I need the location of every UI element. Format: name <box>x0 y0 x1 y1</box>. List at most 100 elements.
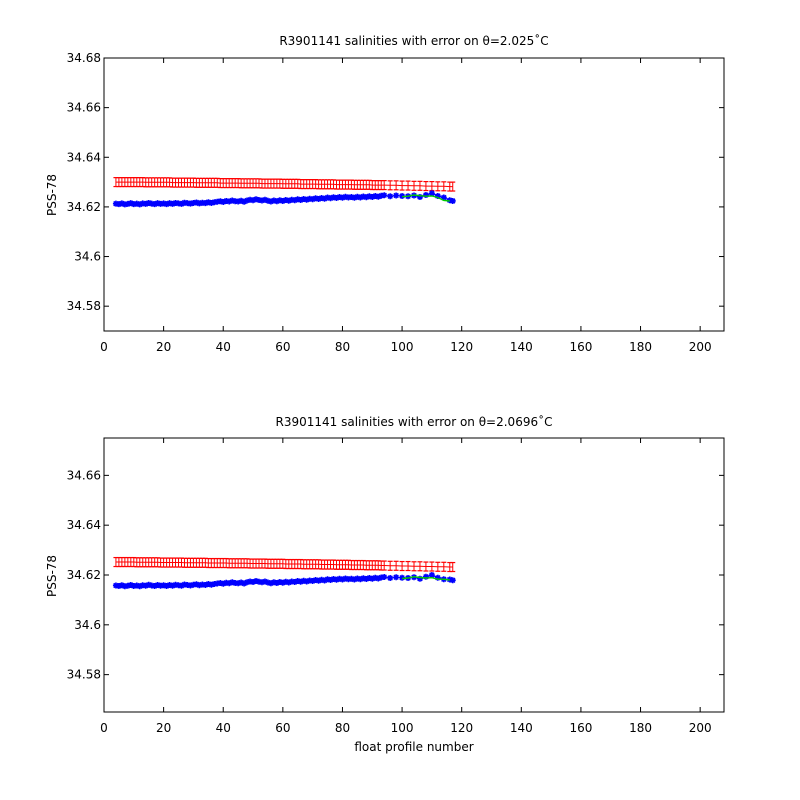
float-point <box>351 194 358 201</box>
float-point <box>285 197 292 204</box>
y-tick-label: 34.64 <box>67 150 101 164</box>
float-point <box>202 581 209 588</box>
float-point <box>127 200 134 207</box>
float-point <box>428 572 435 578</box>
x-tick-label: 100 <box>391 340 414 354</box>
float-point <box>169 200 176 207</box>
plot-title: R3901141 salinities with error on θ=2.06… <box>276 414 553 429</box>
float-point <box>261 196 268 203</box>
x-tick-label: 100 <box>391 721 414 735</box>
float-point <box>238 197 245 204</box>
float-point <box>163 582 170 589</box>
plot-title: R3901141 salinities with error on θ=2.02… <box>279 33 548 48</box>
float-point <box>321 195 328 202</box>
x-tick-label: 180 <box>629 340 652 354</box>
float-point <box>163 201 170 208</box>
float-point <box>193 581 200 588</box>
x-tick-label: 0 <box>100 340 108 354</box>
float-point <box>261 578 268 585</box>
x-tick-label: 200 <box>689 340 712 354</box>
x-tick-label: 140 <box>510 721 533 735</box>
float-point <box>297 578 304 585</box>
float-point <box>273 198 280 205</box>
float-point <box>333 194 340 201</box>
float-point <box>369 193 376 200</box>
float-point <box>357 194 364 201</box>
float-point <box>136 201 143 208</box>
float-point <box>127 581 134 588</box>
float-point <box>357 576 364 583</box>
x-tick-label: 60 <box>275 721 290 735</box>
float-point <box>136 583 143 590</box>
float-point <box>387 574 394 581</box>
x-tick-label: 40 <box>216 721 231 735</box>
x-tick-label: 20 <box>156 340 171 354</box>
float-point <box>178 582 185 589</box>
float-point <box>291 197 298 204</box>
float-point <box>178 200 185 207</box>
float-point <box>226 198 233 205</box>
float-point <box>118 582 125 589</box>
float-point <box>250 578 257 585</box>
float-point <box>279 579 286 586</box>
x-tick-label: 140 <box>510 340 533 354</box>
x-axis-title: float profile number <box>354 740 473 754</box>
float-point <box>267 198 274 205</box>
float-point <box>449 197 456 204</box>
y-axis-title: PSS-78 <box>45 555 59 597</box>
float-point <box>220 198 227 205</box>
float-point <box>327 576 334 583</box>
float-point <box>339 194 346 201</box>
float-point <box>416 575 423 582</box>
x-tick-label: 80 <box>335 340 350 354</box>
float-point <box>363 194 370 201</box>
x-tick-label: 200 <box>689 721 712 735</box>
y-axis-title: PSS-78 <box>45 174 59 216</box>
float-point <box>250 197 257 204</box>
float-point <box>321 577 328 584</box>
float-point <box>434 574 441 581</box>
float-point <box>440 194 447 201</box>
y-tick-label: 34.66 <box>67 101 101 115</box>
float-point <box>169 582 176 589</box>
subplot-top: R3901141 salinities with error on θ=2.02… <box>45 33 725 354</box>
float-point <box>202 200 209 207</box>
float-point <box>315 195 322 202</box>
float-point <box>428 190 435 197</box>
y-tick-label: 34.62 <box>67 568 101 582</box>
float-point <box>303 578 310 585</box>
calibrated-line <box>115 561 453 568</box>
y-tick-label: 34.66 <box>67 468 101 482</box>
x-tick-label: 20 <box>156 721 171 735</box>
float-point <box>226 580 233 587</box>
float-point <box>375 575 382 582</box>
float-point <box>297 196 304 203</box>
mapped-line <box>402 194 450 202</box>
float-point <box>279 197 286 204</box>
plot-area: 0 20 40 60 80 100 120 140 160 180 200 34.58 34.6 34.6… <box>67 437 725 735</box>
float-point <box>381 573 388 580</box>
float-point <box>393 574 400 581</box>
float-point <box>220 580 227 587</box>
float-point <box>238 579 245 586</box>
float-point <box>399 574 406 581</box>
float-point <box>273 579 280 586</box>
y-tick-label: 34.64 <box>67 518 101 532</box>
float-point <box>375 193 382 200</box>
y-tick-label: 34.68 <box>67 51 101 65</box>
float-point <box>315 577 322 584</box>
float-point <box>381 192 388 199</box>
float-point <box>351 576 358 583</box>
x-tick-label: 180 <box>629 721 652 735</box>
float-point <box>142 200 149 207</box>
mapped-line <box>402 575 450 581</box>
x-tick-label: 80 <box>335 721 350 735</box>
x-tick-label: 160 <box>569 340 592 354</box>
float-point <box>393 192 400 199</box>
float-point <box>363 575 370 582</box>
float-point <box>399 192 406 199</box>
float-point <box>193 199 200 206</box>
float-point <box>422 573 429 580</box>
float-point <box>309 196 316 203</box>
